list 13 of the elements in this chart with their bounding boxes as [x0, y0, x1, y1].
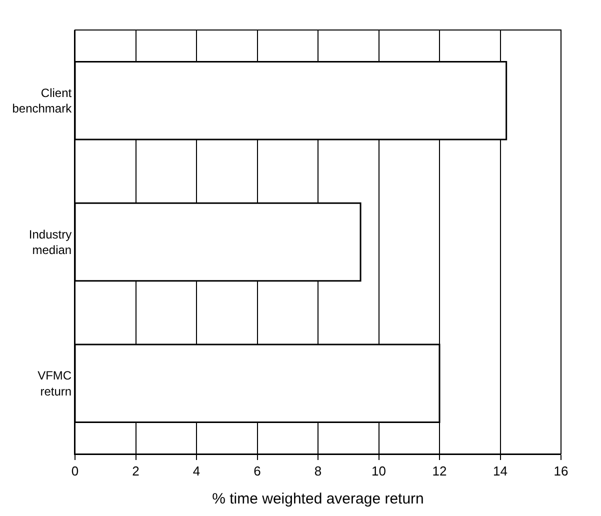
- x-tick-label: 8: [314, 464, 322, 479]
- x-axis-title: % time weighted average return: [212, 490, 424, 508]
- x-tick-label: 10: [372, 464, 386, 479]
- x-tick-label: 2: [132, 464, 140, 479]
- y-tick-label: Industry median: [28, 227, 72, 257]
- x-tick-label: 6: [254, 464, 261, 479]
- x-tick-label: 14: [493, 464, 508, 479]
- x-tick-label: 16: [554, 464, 568, 479]
- x-tick-label: 12: [432, 464, 447, 479]
- y-tick-label: Client benchmark: [12, 86, 73, 116]
- x-tick-label: 4: [192, 464, 200, 479]
- x-tick-label: 0: [71, 464, 79, 479]
- y-tick-label: VFMC return: [38, 368, 72, 398]
